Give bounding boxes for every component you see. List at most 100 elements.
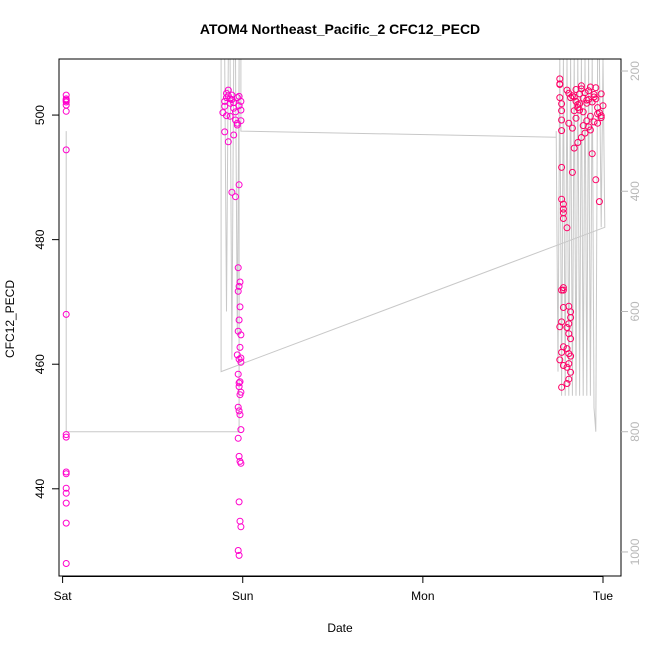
data-point bbox=[223, 112, 230, 120]
data-point bbox=[590, 118, 598, 126]
data-point bbox=[567, 94, 575, 102]
data-point bbox=[559, 304, 567, 311]
data-point bbox=[577, 134, 585, 141]
data-point bbox=[62, 107, 70, 115]
data-point bbox=[568, 124, 576, 132]
data-point bbox=[585, 123, 593, 131]
data-point bbox=[583, 117, 591, 125]
data-point bbox=[236, 278, 244, 286]
data-point bbox=[221, 102, 229, 110]
points-layer bbox=[62, 75, 607, 567]
data-point bbox=[235, 452, 243, 460]
data-point bbox=[574, 104, 582, 112]
x-axis: Sat Sun Mon Tue bbox=[54, 576, 613, 603]
y-tick-label: 500 bbox=[33, 105, 47, 125]
data-point bbox=[234, 287, 242, 295]
data-point bbox=[62, 489, 70, 497]
data-point bbox=[577, 82, 585, 90]
data-point bbox=[226, 112, 234, 120]
y-tick-label: 440 bbox=[33, 478, 47, 498]
data-point bbox=[565, 375, 573, 383]
data-point bbox=[559, 362, 567, 369]
data-point bbox=[558, 100, 566, 108]
data-point bbox=[235, 316, 243, 324]
data-point bbox=[235, 551, 243, 559]
y-axis-label: CFC12_PECD bbox=[3, 280, 17, 358]
right-tick-label: 600 bbox=[628, 301, 642, 321]
data-point bbox=[579, 108, 587, 116]
data-point bbox=[233, 94, 241, 102]
data-point bbox=[581, 129, 589, 137]
data-point bbox=[230, 131, 238, 139]
data-point bbox=[563, 380, 571, 387]
data-point bbox=[581, 89, 589, 97]
data-point bbox=[592, 176, 600, 184]
x-axis-label: Date bbox=[327, 621, 353, 635]
data-point bbox=[592, 95, 600, 103]
y-tick-label: 480 bbox=[33, 229, 47, 249]
data-point bbox=[235, 407, 243, 415]
data-point bbox=[577, 85, 585, 93]
data-point bbox=[235, 379, 243, 387]
data-point bbox=[558, 286, 566, 294]
data-point bbox=[570, 144, 578, 152]
data-point bbox=[237, 354, 245, 362]
data-point bbox=[597, 112, 605, 120]
data-point bbox=[232, 193, 239, 201]
depth-lines bbox=[65, 58, 606, 433]
data-point bbox=[556, 81, 564, 88]
data-point bbox=[237, 523, 245, 531]
data-point bbox=[558, 163, 566, 171]
right-tick-label: 200 bbox=[628, 61, 642, 81]
data-point bbox=[236, 391, 244, 399]
data-point bbox=[568, 168, 576, 176]
data-point bbox=[236, 517, 244, 525]
right-tick-label: 800 bbox=[628, 421, 642, 441]
data-point bbox=[236, 343, 244, 351]
data-point bbox=[62, 95, 70, 103]
data-point bbox=[576, 100, 584, 108]
data-point bbox=[228, 188, 236, 196]
data-point bbox=[234, 434, 242, 442]
data-point bbox=[592, 84, 600, 92]
data-point bbox=[568, 92, 576, 100]
x-tick-label: Sun bbox=[232, 589, 253, 603]
data-point bbox=[62, 560, 70, 567]
data-point bbox=[572, 114, 580, 122]
data-point bbox=[221, 128, 229, 136]
data-point bbox=[595, 198, 603, 206]
chart-title: ATOM4 Northeast_Pacific_2 CFC12_PECD bbox=[200, 21, 480, 37]
data-point bbox=[62, 484, 70, 492]
data-point bbox=[224, 138, 232, 146]
data-point bbox=[559, 200, 567, 208]
data-point bbox=[567, 368, 575, 376]
data-point bbox=[556, 94, 564, 102]
data-point bbox=[588, 150, 596, 158]
data-point bbox=[234, 547, 242, 554]
data-point bbox=[585, 87, 593, 95]
data-point bbox=[234, 264, 242, 272]
data-point bbox=[235, 282, 243, 290]
x-tick-label: Sat bbox=[54, 589, 73, 603]
data-point bbox=[565, 119, 573, 127]
data-point bbox=[556, 323, 564, 331]
data-point bbox=[236, 411, 244, 419]
data-point bbox=[558, 116, 566, 124]
data-point bbox=[235, 498, 243, 506]
data-point bbox=[62, 91, 70, 99]
data-point bbox=[586, 83, 594, 91]
data-point bbox=[567, 352, 575, 360]
data-point bbox=[237, 358, 245, 366]
data-point bbox=[563, 363, 571, 371]
data-point bbox=[62, 433, 70, 441]
right-depth-axis: 200 400 600 800 1000 bbox=[621, 61, 642, 565]
data-point bbox=[565, 320, 573, 328]
data-point bbox=[599, 102, 607, 110]
data-point bbox=[237, 331, 245, 339]
data-point bbox=[237, 426, 245, 434]
data-point bbox=[559, 215, 567, 222]
data-point bbox=[558, 127, 566, 135]
data-point bbox=[567, 335, 575, 343]
data-point bbox=[563, 224, 571, 232]
